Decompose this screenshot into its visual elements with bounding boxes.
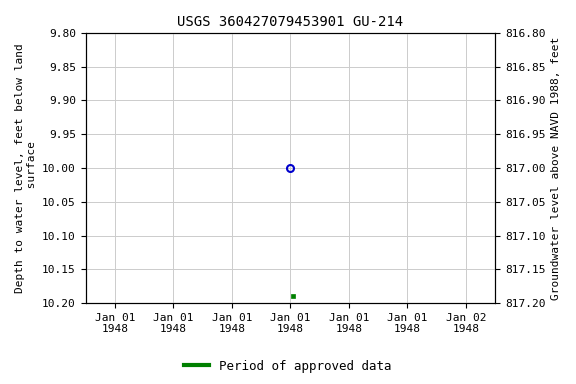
Y-axis label: Depth to water level, feet below land
 surface: Depth to water level, feet below land su… [15, 43, 37, 293]
Title: USGS 360427079453901 GU-214: USGS 360427079453901 GU-214 [177, 15, 403, 29]
Y-axis label: Groundwater level above NAVD 1988, feet: Groundwater level above NAVD 1988, feet [551, 36, 561, 300]
Legend: Period of approved data: Period of approved data [179, 355, 397, 378]
